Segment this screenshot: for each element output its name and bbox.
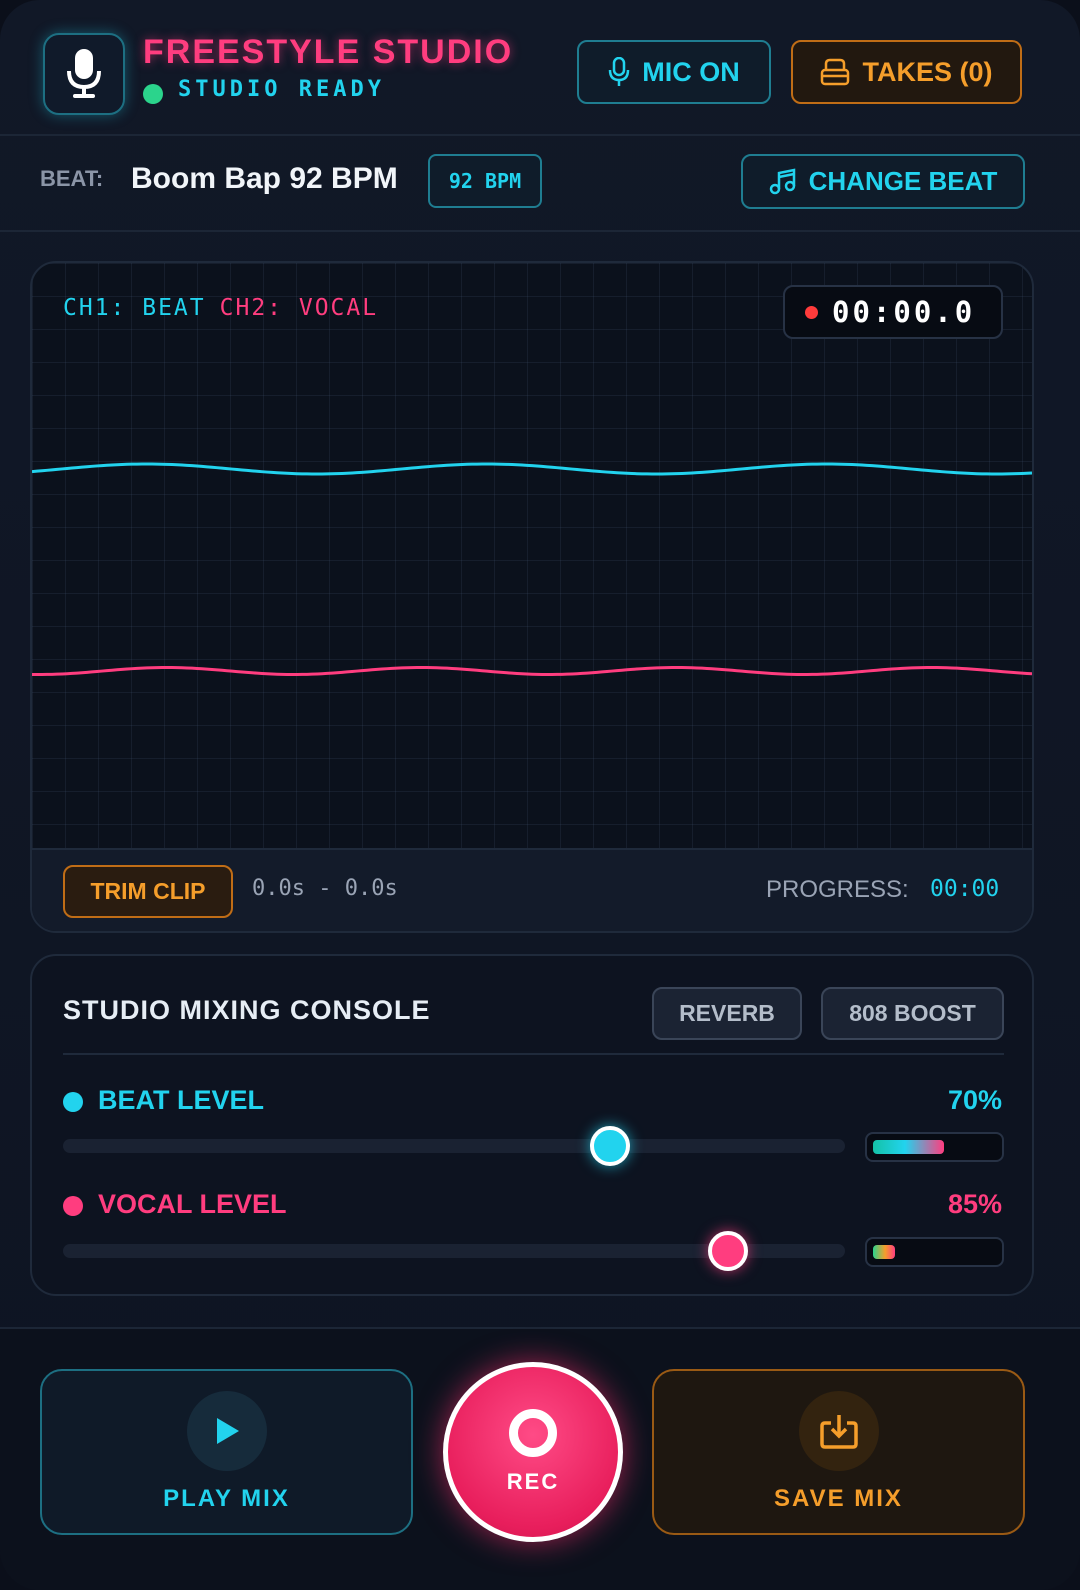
logo <box>43 33 125 115</box>
save-icon-wrap <box>798 1391 879 1471</box>
play-mix-button[interactable]: PLAY MIX <box>40 1369 413 1535</box>
beat-bar: BEAT: Boom Bap 92 BPM 92 BPM CHANGE BEAT <box>0 136 1080 232</box>
play-icon-wrap <box>186 1391 267 1471</box>
mic-button-label: MIC ON <box>642 56 740 87</box>
beat-level-slider[interactable] <box>63 1126 845 1166</box>
status-indicator <box>143 84 163 104</box>
vocal-level-value: 85% <box>947 1189 1002 1219</box>
channel-legend: CH1: BEAT CH2: VOCAL <box>63 295 378 321</box>
status-text: STUDIO READY <box>178 77 385 102</box>
download-icon <box>819 1415 858 1449</box>
trim-range: 0.0s - 0.0s <box>252 876 398 901</box>
vocal-level-meter <box>865 1237 1004 1267</box>
waveform-footer: TRIM CLIP 0.0s - 0.0s PROGRESS: 00:00 <box>32 848 1032 931</box>
bpm-badge: 92 BPM <box>428 154 542 208</box>
beat-name: Boom Bap 92 BPM <box>131 162 398 195</box>
beat-label: BEAT: <box>40 166 104 191</box>
vocal-level-slider[interactable] <box>63 1231 845 1271</box>
record-icon <box>509 1409 557 1457</box>
beat-level-dot <box>63 1092 83 1112</box>
beat-level-thumb[interactable] <box>590 1126 631 1166</box>
vocal-waveform <box>32 665 1032 677</box>
progress-label: PROGRESS: <box>766 876 909 903</box>
beat-waveform <box>32 462 1032 476</box>
save-mix-label: SAVE MIX <box>774 1485 903 1512</box>
app-title: FREESTYLE STUDIO <box>143 33 514 71</box>
vocal-level-label: VOCAL LEVEL <box>98 1189 287 1219</box>
change-beat-button[interactable]: CHANGE BEAT <box>741 154 1025 209</box>
mixer-title: STUDIO MIXING CONSOLE <box>63 995 431 1025</box>
beat-level-label: BEAT LEVEL <box>98 1085 265 1115</box>
archive-icon <box>821 58 850 86</box>
change-beat-label: CHANGE BEAT <box>808 166 998 196</box>
recording-dot-icon <box>805 305 818 319</box>
vocal-level-dot <box>63 1196 83 1216</box>
save-mix-button[interactable]: SAVE MIX <box>652 1369 1025 1535</box>
waveform-display <box>32 462 1032 677</box>
beat-level-meter <box>865 1132 1004 1162</box>
808-boost-button[interactable]: 808 BOOST <box>821 987 1004 1040</box>
record-label: REC <box>506 1469 560 1494</box>
music-note-icon <box>769 167 795 194</box>
play-mix-label: PLAY MIX <box>163 1485 290 1512</box>
timer-text: 00:00.0 <box>832 295 976 329</box>
channel-2-label: CH2: VOCAL <box>219 295 379 321</box>
beat-meter-fill <box>873 1140 945 1154</box>
trim-clip-button[interactable]: TRIM CLIP <box>63 865 233 918</box>
channel-1-label: CH1: BEAT <box>63 295 206 321</box>
microphone-icon <box>67 49 101 98</box>
vocal-meter-fill <box>873 1245 896 1259</box>
beat-level-value: 70% <box>947 1085 1002 1115</box>
microphone-icon <box>609 57 630 86</box>
play-icon <box>216 1418 239 1444</box>
takes-button-label: TAKES (0) <box>862 56 993 87</box>
record-button[interactable]: REC <box>443 1362 623 1542</box>
waveform-grid <box>32 263 1032 848</box>
takes-button[interactable]: TAKES (0) <box>791 40 1022 104</box>
vocal-level-thumb[interactable] <box>707 1231 748 1271</box>
header: FREESTYLE STUDIO STUDIO READY MIC ON TAK… <box>0 0 1080 136</box>
mixing-console: STUDIO MIXING CONSOLE REVERB 808 BOOST B… <box>30 954 1034 1296</box>
mic-toggle-button[interactable]: MIC ON <box>577 40 771 104</box>
transport-bar: PLAY MIX REC SAVE MIX <box>0 1327 1080 1590</box>
divider <box>63 1053 1004 1055</box>
record-timer: 00:00.0 <box>783 285 1003 339</box>
progress-value: 00:00 <box>930 876 1000 902</box>
reverb-button[interactable]: REVERB <box>652 987 802 1040</box>
waveform-panel: CH1: BEAT CH2: VOCAL 00:00.0 TRIM CLIP 0.… <box>30 261 1034 933</box>
